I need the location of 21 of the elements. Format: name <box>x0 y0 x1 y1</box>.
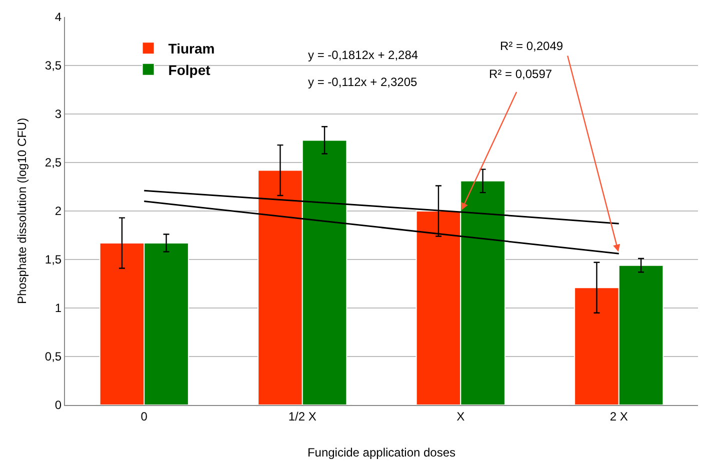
annotation: y = -0,1812x + 2,284 <box>308 48 418 62</box>
y-tick-label: 0,5 <box>44 350 62 364</box>
y-tick-label: 3,5 <box>44 58 62 73</box>
y-tick-label: 0 <box>54 398 62 412</box>
legend-label: Folpet <box>168 62 211 78</box>
x-tick-label: X <box>456 409 465 424</box>
y-tick-label: 2 <box>54 204 62 218</box>
annotation: R² = 0,2049 <box>500 39 564 53</box>
x-tick-label: 1/2 X <box>288 409 316 424</box>
annotation: y = -0,112x + 2,3205 <box>308 75 418 89</box>
y-tick-label: 4 <box>54 10 62 24</box>
y-tick-label: 1,5 <box>44 252 62 267</box>
x-axis-title: Fungicide application doses <box>307 445 456 460</box>
y-tick-label: 3 <box>54 107 62 122</box>
x-tick-label: 0 <box>140 409 148 424</box>
y-axis-title: Phosphate dissolution (log10 CFU) <box>15 118 30 304</box>
x-tick-label: 2 X <box>610 409 628 424</box>
y-tick-label: 1 <box>54 301 62 316</box>
annotation: R² = 0,0597 <box>489 67 552 81</box>
y-tick-label: 2,5 <box>44 156 62 170</box>
legend-label: Tiuram <box>168 40 215 57</box>
